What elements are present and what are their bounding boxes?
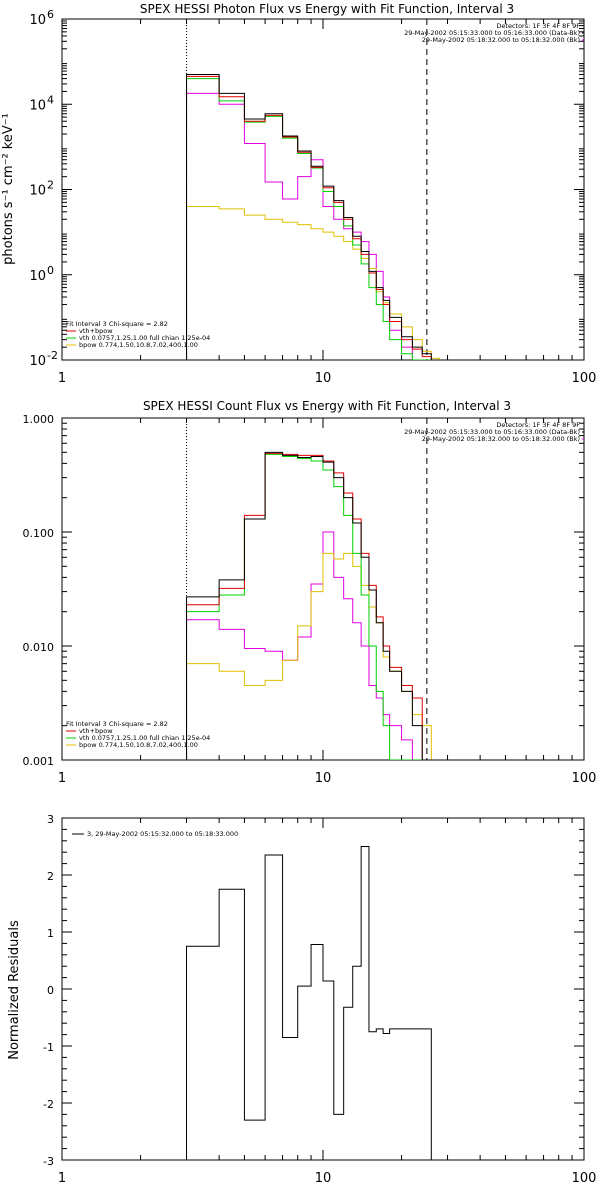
count-flux-x-tick-label: 10 (315, 771, 332, 786)
count-flux-x-tick-label: 1 (58, 771, 66, 786)
count-flux-fit-line: Fit Interval 3 Chi-square = 2.82 (66, 720, 168, 728)
photon-flux-header-line: 29-May-2002 05:15:33.000 to 05:16:33.000… (404, 29, 580, 37)
photon-flux-series-bk (186, 92, 440, 360)
residuals-y-tick-label: 1 (47, 927, 54, 940)
count-flux-series-bk (186, 531, 440, 760)
photon-flux-y-tick-label: 10 (29, 354, 46, 369)
photon-flux-y-tick-exponent: 6 (47, 8, 54, 21)
photon-flux-fit-line: vth+bpow (79, 327, 113, 335)
count-flux-fit-line: bpow 0.774,1.50,10.8,7.02,400,1.00 (79, 741, 198, 749)
residuals-series-residual (186, 846, 432, 1160)
photon-flux-y-tick-exponent: 2 (47, 179, 54, 192)
photon-flux-y-tick-exponent: -2 (47, 349, 58, 362)
count-flux-title: SPEX HESSI Count Flux vs Energy with Fit… (143, 399, 511, 413)
photon-flux-header-line: Detectors: 1F 3F 4F 8F 9F (496, 22, 580, 30)
count-flux-y-tick-label: 0.010 (23, 641, 55, 654)
residuals-y-tick-label: -1 (43, 1041, 54, 1054)
residuals-ylabel: Normalized Residuals (7, 920, 22, 1060)
count-flux-fit-line: vth+bpow (79, 727, 113, 735)
residuals-y-tick-label: 0 (47, 984, 54, 997)
count-flux-header-line: 29-May-2002 05:15:33.000 to 05:16:33.000… (404, 428, 580, 436)
residuals-y-tick-label: 2 (47, 870, 54, 883)
residuals-x-tick-label: 100 (572, 1171, 597, 1186)
count-flux-header-line: Detectors: 1F 3F 4F 8F 9F (496, 421, 580, 429)
residuals-x-tick-label: 1 (58, 1171, 66, 1186)
photon-flux-panel: SPEX HESSI Photon Flux vs Energy with Fi… (1, 2, 596, 386)
photon-flux-fit-line: bpow 0.774,1.50,10.8,7.02,400,1.00 (79, 341, 198, 349)
residuals-y-tick-label: -3 (43, 1155, 54, 1168)
photon-flux-y-tick-label: 10 (29, 13, 46, 28)
photon-flux-ylabel: photons s⁻¹ cm⁻² keV⁻¹ (1, 113, 16, 265)
photon-flux-fit-line: vth 0.0757,1.25,1.00 full chian 1.25e-04 (79, 334, 210, 342)
photon-flux-y-tick-label: 10 (29, 98, 46, 113)
photon-flux-fit-line: Fit Interval 3 Chi-square = 2.82 (66, 320, 168, 328)
photon-flux-header-line: 29-May-2002 05:18:32.000 to 05:18:32.000… (422, 36, 580, 44)
count-flux-series-data-bk (186, 451, 440, 760)
photon-flux-x-tick-label: 10 (315, 371, 332, 386)
count-flux-y-tick-label: 1.000 (23, 413, 55, 426)
photon-flux-title: SPEX HESSI Photon Flux vs Energy with Fi… (140, 2, 514, 16)
photon-flux-y-tick-label: 10 (29, 269, 46, 284)
photon-flux-x-tick-label: 100 (572, 371, 597, 386)
count-flux-x-tick-label: 100 (572, 771, 597, 786)
residuals-x-tick-label: 10 (315, 1171, 332, 1186)
residuals-y-tick-label: -2 (43, 1098, 54, 1111)
count-flux-panel: SPEX HESSI Count Flux vs Energy with Fit… (23, 399, 597, 786)
photon-flux-y-tick-label: 10 (29, 184, 46, 199)
count-flux-header-line: 29-May-2002 05:18:32.000 to 05:18:32.000… (422, 435, 580, 443)
photon-flux-series-data-bk (186, 73, 440, 360)
residuals-panel: Normalized Residuals 1 10 100 -3 -2 -1 0 1 2 3 3, … (7, 813, 596, 1186)
count-flux-y-tick-label: 0.001 (23, 755, 55, 768)
photon-flux-x-tick-label: 1 (58, 371, 66, 386)
photon-flux-y-tick-exponent: 0 (47, 264, 54, 277)
count-flux-fit-line: vth 0.0757,1.25,1.00 full chian 1.25e-04 (79, 734, 210, 742)
residuals-y-tick-label: 3 (47, 813, 54, 826)
photon-flux-y-tick-exponent: 4 (47, 93, 54, 106)
residuals-legend-label: 3, 29-May-2002 05:15:32.000 to 05:18:33.… (87, 830, 238, 838)
count-flux-y-tick-label: 0.100 (23, 527, 55, 540)
